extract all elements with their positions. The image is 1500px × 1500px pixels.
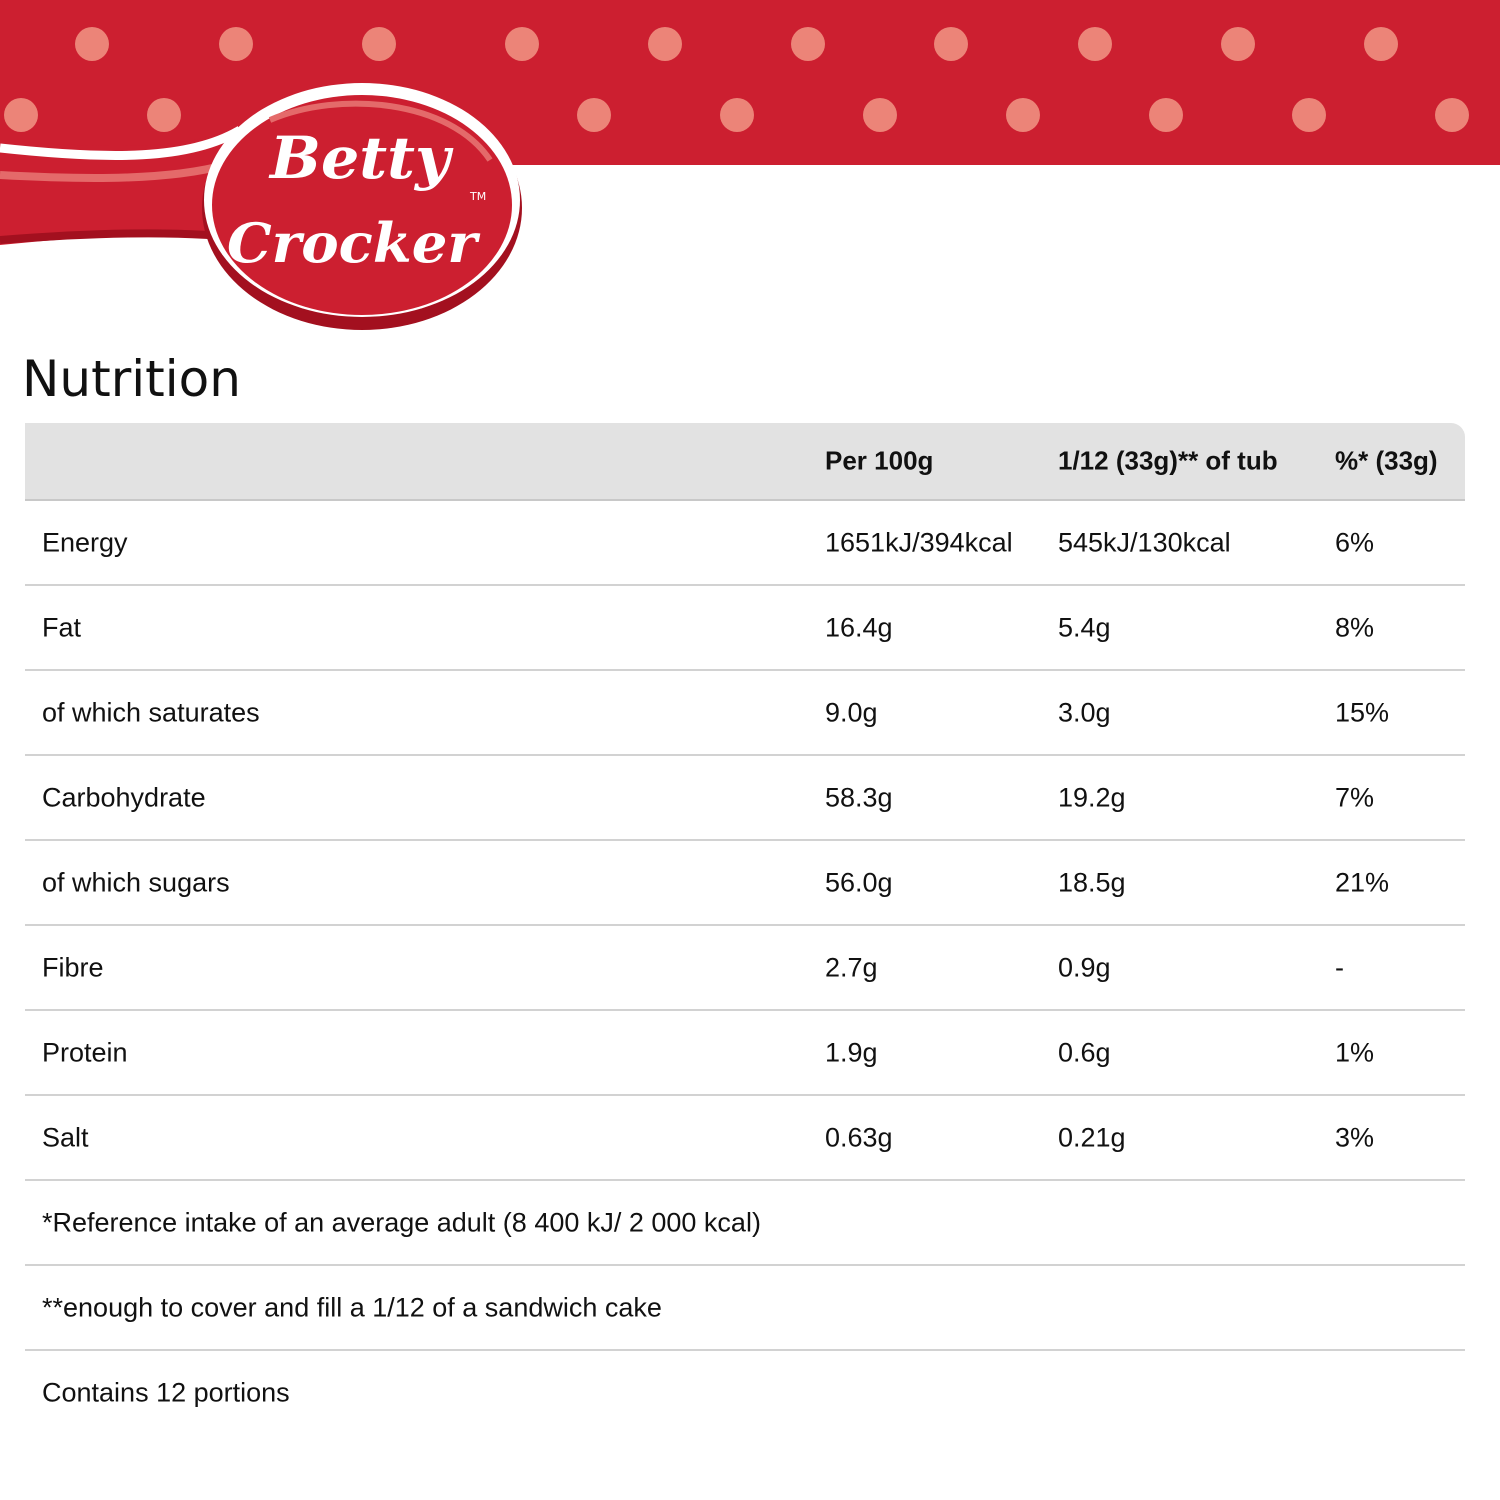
polka-dot — [648, 27, 682, 61]
polka-dot — [720, 98, 754, 132]
reference-intake-value: 8% — [1335, 612, 1375, 642]
header-reference-intake: %* (33g) — [1335, 445, 1438, 476]
page-title: Nutrition — [22, 350, 241, 408]
polka-dot — [577, 98, 611, 132]
per-100g-value: 0.63g — [825, 1122, 893, 1152]
nutrient-name: of which sugars — [42, 867, 230, 897]
per-portion-value: 18.5g — [1058, 867, 1126, 897]
per-portion-value: 3.0g — [1058, 697, 1111, 727]
polka-dot — [219, 27, 253, 61]
footnote-row: *Reference intake of an average adult (8… — [25, 1181, 1465, 1266]
table-row: Energy 1651kJ/394kcal 545kJ/130kcal 6% — [25, 501, 1465, 586]
reference-intake-value: 1% — [1335, 1037, 1375, 1067]
per-100g-value: 16.4g — [825, 612, 893, 642]
per-100g-value: 56.0g — [825, 867, 893, 897]
nutrition-table: Per 100g 1/12 (33g)** of tub %* (33g) En… — [25, 423, 1465, 1434]
footnote: **enough to cover and fill a 1/12 of a s… — [42, 1292, 662, 1322]
nutrient-name: Salt — [42, 1122, 89, 1152]
polka-dot — [863, 98, 897, 132]
brand-banner: Betty Crocker TM — [0, 0, 1500, 340]
per-portion-value: 0.6g — [1058, 1037, 1111, 1067]
reference-intake-value: - — [1335, 952, 1344, 982]
footnote-row: **enough to cover and fill a 1/12 of a s… — [25, 1266, 1465, 1351]
reference-intake-value: 21% — [1335, 867, 1390, 897]
table-row: of which saturates 9.0g 3.0g 15% — [25, 671, 1465, 756]
per-portion-value: 545kJ/130kcal — [1058, 527, 1231, 557]
reference-intake-value: 3% — [1335, 1122, 1375, 1152]
polka-dot — [4, 98, 38, 132]
reference-intake-value: 7% — [1335, 782, 1375, 812]
per-portion-value: 0.21g — [1058, 1122, 1126, 1152]
logo-text-betty: Betty — [268, 124, 455, 192]
polka-dot — [1221, 27, 1255, 61]
nutrient-name: Carbohydrate — [42, 782, 206, 812]
table-row: of which sugars 56.0g 18.5g 21% — [25, 841, 1465, 926]
per-100g-value: 1.9g — [825, 1037, 878, 1067]
table-row: Carbohydrate 58.3g 19.2g 7% — [25, 756, 1465, 841]
nutrient-name: Protein — [42, 1037, 128, 1067]
table-row: Fibre 2.7g 0.9g - — [25, 926, 1465, 1011]
polka-dot — [147, 98, 181, 132]
table-header: Per 100g 1/12 (33g)** of tub %* (33g) — [25, 423, 1465, 501]
nutrient-name: Fibre — [42, 952, 104, 982]
polka-dot — [505, 27, 539, 61]
polka-dot — [1006, 98, 1040, 132]
per-100g-value: 9.0g — [825, 697, 878, 727]
polka-dot — [362, 27, 396, 61]
table-row: Salt 0.63g 0.21g 3% — [25, 1096, 1465, 1181]
table-row: Protein 1.9g 0.6g 1% — [25, 1011, 1465, 1096]
polka-dot — [75, 27, 109, 61]
table-row: Fat 16.4g 5.4g 8% — [25, 586, 1465, 671]
footnote: *Reference intake of an average adult (8… — [42, 1207, 761, 1237]
per-100g-value: 58.3g — [825, 782, 893, 812]
polka-dot — [791, 27, 825, 61]
polka-dot — [1292, 98, 1326, 132]
per-100g-value: 1651kJ/394kcal — [825, 527, 1013, 557]
polka-dot — [1149, 98, 1183, 132]
reference-intake-value: 6% — [1335, 527, 1375, 557]
header-per-portion: 1/12 (33g)** of tub — [1058, 445, 1278, 476]
betty-crocker-logo: Betty Crocker TM — [0, 83, 522, 330]
nutrient-name: of which saturates — [42, 697, 260, 727]
trademark: TM — [469, 190, 486, 203]
per-portion-value: 19.2g — [1058, 782, 1126, 812]
per-portion-value: 0.9g — [1058, 952, 1111, 982]
logo-text-crocker: Crocker — [227, 211, 481, 275]
footnote: Contains 12 portions — [42, 1377, 290, 1407]
per-100g-value: 2.7g — [825, 952, 878, 982]
polka-dot — [1364, 27, 1398, 61]
nutrient-name: Fat — [42, 612, 82, 642]
polka-dot — [934, 27, 968, 61]
nutrient-name: Energy — [42, 527, 128, 557]
per-portion-value: 5.4g — [1058, 612, 1111, 642]
reference-intake-value: 15% — [1335, 697, 1390, 727]
footnote-row: Contains 12 portions — [25, 1351, 1465, 1434]
polka-dot — [1078, 27, 1112, 61]
polka-dot — [1435, 98, 1469, 132]
header-per-100g: Per 100g — [825, 445, 934, 476]
